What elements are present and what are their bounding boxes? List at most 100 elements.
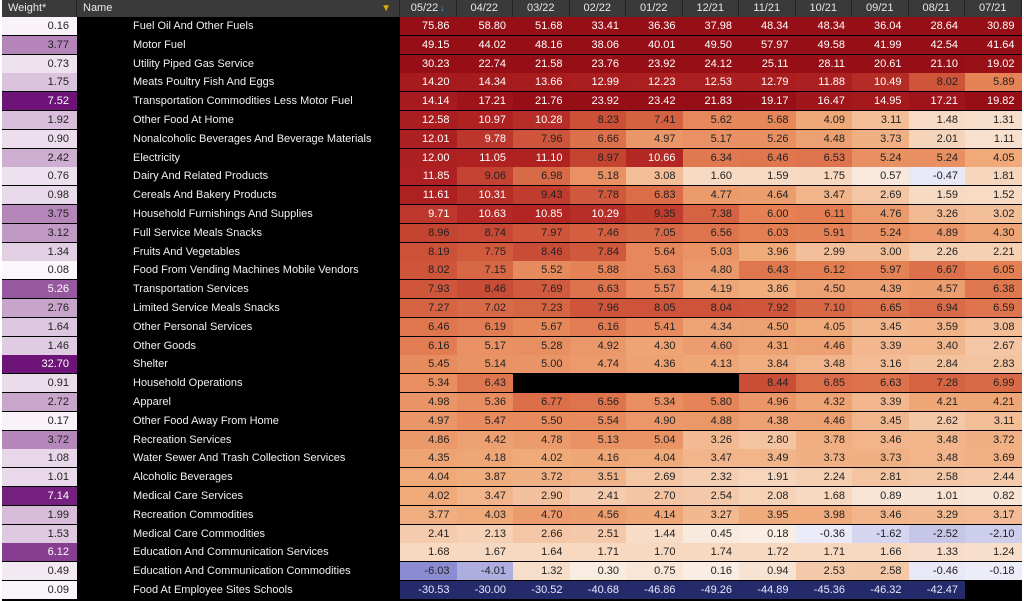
value-cell: 0.45 — [682, 524, 739, 543]
value-cell: 1.01 — [908, 487, 965, 505]
value-cell: 3.73 — [795, 449, 852, 468]
value-cell: 23.42 — [626, 92, 683, 111]
value-cell: 4.96 — [739, 393, 796, 411]
value-cell: 5.14 — [456, 355, 513, 374]
value-cell: 0.75 — [626, 562, 683, 581]
month-column-header[interactable]: 09/21 — [852, 0, 909, 17]
weight-cell: 1.01 — [2, 468, 77, 487]
month-column-header[interactable]: 01/22 — [626, 0, 683, 17]
value-cell: 3.39 — [852, 336, 909, 355]
month-column-header[interactable]: 11/21 — [739, 0, 796, 17]
category-name-cell: Transportation Commodities Less Motor Fu… — [77, 92, 400, 111]
value-cell: 6.83 — [626, 186, 683, 205]
weight-cell: 0.08 — [2, 261, 77, 280]
value-cell: 40.01 — [626, 35, 683, 54]
value-cell: 6.46 — [739, 148, 796, 167]
category-name-cell: Motor Fuel — [77, 35, 400, 54]
value-cell: 3.78 — [795, 430, 852, 449]
value-cell: 5.13 — [569, 430, 626, 449]
value-cell: 7.93 — [400, 280, 457, 299]
month-column-header[interactable]: 04/22 — [456, 0, 513, 17]
value-cell: 37.98 — [682, 17, 739, 35]
value-cell: -40.68 — [569, 581, 626, 599]
weight-cell: 0.73 — [2, 54, 77, 73]
value-cell: 9.06 — [456, 167, 513, 186]
weight-cell: 3.12 — [2, 223, 77, 242]
category-name-cell: Education And Communication Commodities — [77, 562, 400, 581]
value-cell: 22.74 — [456, 54, 513, 73]
value-cell: 3.08 — [965, 317, 1022, 336]
value-cell: 2.51 — [569, 524, 626, 543]
value-cell: 5.28 — [513, 336, 570, 355]
value-cell: 6.63 — [569, 280, 626, 299]
weight-column-header[interactable]: Weight* — [2, 0, 77, 17]
value-cell: 2.58 — [908, 468, 965, 487]
value-cell: 4.57 — [908, 280, 965, 299]
value-cell: 3.26 — [682, 430, 739, 449]
value-cell: 1.44 — [626, 524, 683, 543]
value-cell: 57.97 — [739, 35, 796, 54]
value-cell: 6.19 — [456, 317, 513, 336]
value-cell — [682, 374, 739, 393]
value-cell: 12.01 — [400, 129, 457, 148]
month-column-header[interactable]: 12/21 — [682, 0, 739, 17]
month-column-header[interactable]: 08/21 — [908, 0, 965, 17]
weight-cell: 2.42 — [2, 148, 77, 167]
weight-cell: 1.34 — [2, 242, 77, 261]
value-cell: 3.47 — [456, 487, 513, 505]
value-cell: 10.85 — [513, 205, 570, 223]
value-cell: 1.71 — [795, 543, 852, 562]
value-cell: 38.06 — [569, 35, 626, 54]
category-name-cell: Limited Service Meals Snacks — [77, 299, 400, 317]
name-column-header[interactable]: Name ▼ — [77, 0, 400, 17]
filter-icon[interactable]: ▼ — [381, 3, 391, 14]
value-cell: 0.57 — [852, 167, 909, 186]
value-cell: 21.58 — [513, 54, 570, 73]
value-cell: 5.91 — [795, 223, 852, 242]
value-cell: 0.18 — [739, 524, 796, 543]
category-name-cell: Food From Vending Machines Mobile Vendor… — [77, 261, 400, 280]
value-cell — [965, 581, 1022, 599]
value-cell: 2.26 — [908, 242, 965, 261]
value-cell: 4.48 — [795, 129, 852, 148]
month-column-header[interactable]: 03/22 — [513, 0, 570, 17]
value-cell: 7.96 — [513, 129, 570, 148]
category-name-cell: Dairy And Related Products — [77, 167, 400, 186]
value-cell: 3.95 — [739, 505, 796, 524]
value-cell: 0.82 — [965, 487, 1022, 505]
month-header-label: 02/22 — [583, 2, 612, 14]
value-cell: 2.41 — [400, 524, 457, 543]
weight-cell: 1.75 — [2, 73, 77, 92]
value-cell: 1.59 — [908, 186, 965, 205]
month-column-header[interactable]: 02/22 — [569, 0, 626, 17]
value-cell: 3.29 — [908, 505, 965, 524]
category-name-cell: Cereals And Bakery Products — [77, 186, 400, 205]
value-cell: 1.11 — [965, 129, 1022, 148]
weight-cell: 0.17 — [2, 411, 77, 430]
month-column-header[interactable]: 05/22 ↓ — [400, 0, 457, 17]
value-cell: 4.21 — [965, 393, 1022, 411]
value-cell: 14.95 — [852, 92, 909, 111]
weight-cell: 3.75 — [2, 205, 77, 223]
value-cell: 4.46 — [795, 336, 852, 355]
value-cell: 2.69 — [852, 186, 909, 205]
value-cell: 2.83 — [965, 355, 1022, 374]
value-cell: 3.47 — [795, 186, 852, 205]
value-cell: 4.42 — [456, 430, 513, 449]
value-cell: 4.56 — [569, 505, 626, 524]
value-cell: 5.24 — [908, 148, 965, 167]
value-cell: 23.92 — [569, 92, 626, 111]
value-cell: 3.00 — [852, 242, 909, 261]
month-column-header[interactable]: 07/21 — [965, 0, 1022, 17]
value-cell: 8.44 — [739, 374, 796, 393]
weight-cell: 0.76 — [2, 167, 77, 186]
sort-descending-icon[interactable]: ↓ — [440, 3, 445, 13]
month-header-label: 10/21 — [809, 2, 838, 14]
value-cell: -49.26 — [682, 581, 739, 599]
value-cell: 5.88 — [569, 261, 626, 280]
month-column-header[interactable]: 10/21 — [795, 0, 852, 17]
value-cell: 14.14 — [400, 92, 457, 111]
value-cell: 5.00 — [513, 355, 570, 374]
weight-cell: 7.14 — [2, 487, 77, 505]
value-cell: 4.14 — [626, 505, 683, 524]
